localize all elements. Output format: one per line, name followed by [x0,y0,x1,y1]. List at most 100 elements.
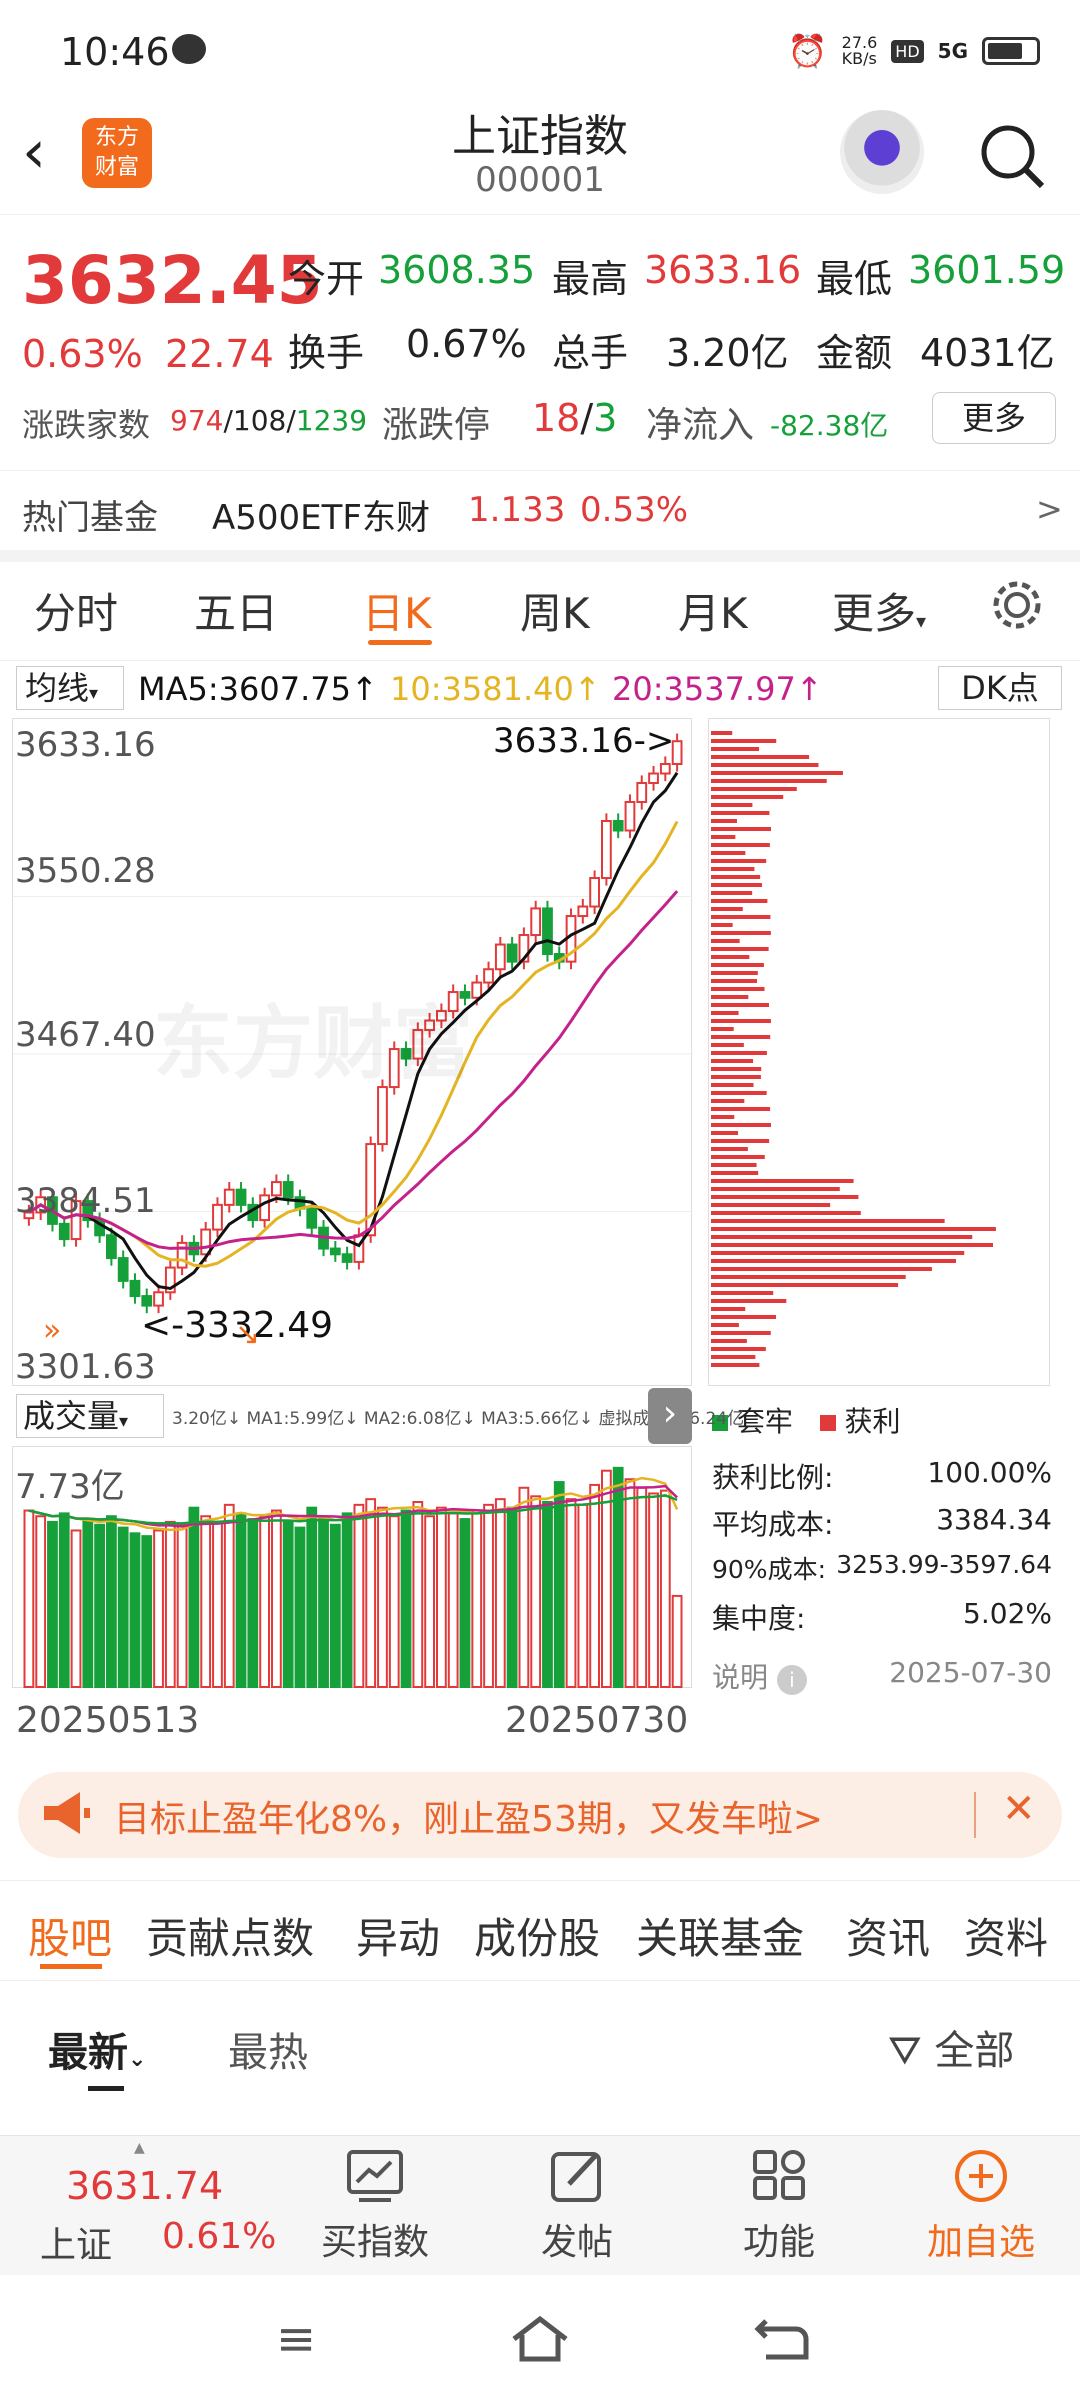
chip-bar [711,923,733,927]
chip-stat-row: 集中度: 5.02% [712,1597,1052,1644]
close-icon[interactable]: ✕ [1002,1786,1036,1832]
assistant-avatar[interactable] [840,110,924,194]
chip-stats: 获利比例: 100.00% 平均成本: 3384.34 90%成本: 3253.99-… [712,1456,1052,1696]
tab-constituents[interactable]: 成份股 [474,1914,601,1963]
volume-bar [58,1512,70,1688]
settings-gear-icon[interactable] [990,578,1044,632]
double-chevron-icon[interactable]: » [43,1313,62,1348]
chip-note[interactable]: 说明 i [712,1656,807,1696]
low-marker: <-3332.49 [141,1305,334,1346]
dk-point-button[interactable]: DK点 [938,666,1062,710]
chip-bar [711,731,733,735]
candle [176,1241,188,1269]
tab-news[interactable]: 资讯 [846,1914,931,1963]
chip-bar [711,1027,734,1031]
chip-bar [711,1019,771,1023]
tab-weekly-k[interactable]: 周K [520,589,590,638]
buy-index-button[interactable]: 买指数 [310,2148,440,2265]
chip-bar [711,1323,739,1327]
volume-bar [282,1520,294,1688]
sort-hot[interactable]: 最热 [228,2030,308,2076]
hot-fund-row[interactable]: 热门基金 A500ETF东财 1.133 0.53% > [0,470,1080,550]
tab-related-funds[interactable]: 关联基金 [636,1914,805,1963]
chip-bar [711,995,749,999]
current-price: 3632.45 [22,242,323,319]
chip-bar [711,939,740,943]
hot-fund-price: 1.133 [468,490,566,530]
tab-intraday[interactable]: 分时 [34,589,119,638]
chip-bar [711,907,743,911]
chip-bar [711,835,736,839]
volume-bar [471,1509,483,1688]
filter-button[interactable]: ⛛ 全部 [888,2018,1014,2076]
ma-selector[interactable]: 均线▾ [16,666,124,710]
volume-bar [636,1486,648,1688]
arrow-down-right-icon[interactable]: ↘ [235,1317,261,1352]
tab-five-day[interactable]: 五日 [194,589,279,638]
footer-index-price[interactable]: 3631.74 [66,2164,224,2208]
chip-bar [711,1011,739,1015]
candle [459,991,471,999]
volume-bar [141,1535,153,1688]
candle [223,1188,235,1206]
chip-bar [711,1275,906,1279]
chip-stat-value: 3253.99-3597.64 [836,1550,1052,1579]
candle [212,1203,223,1231]
chip-bar [711,1155,765,1159]
candle [58,1222,70,1241]
divider [0,660,1080,661]
tab-more[interactable]: 更多▾ [832,580,926,641]
status-right: ⏰ 27.6 KB/s HD 5G [788,32,1040,70]
volume-bar [223,1503,235,1688]
tab-profile[interactable]: 资料 [964,1914,1049,1963]
more-button[interactable]: 更多 [932,392,1056,444]
candle [282,1181,294,1199]
chip-bar [711,1139,770,1143]
volume-bar [601,1469,612,1688]
battery-icon [982,37,1040,65]
chip-bar [711,1355,756,1359]
promo-banner[interactable]: 目标止盈年化8%，刚止盈53期，又发车啦> ✕ [18,1772,1062,1858]
add-watchlist-button[interactable]: 加自选 [906,2148,1056,2265]
chip-stat-row: 平均成本: 3384.34 [712,1503,1052,1550]
chip-distribution[interactable] [708,718,1050,1386]
ma5-text: MA5:3607.75 [138,670,351,708]
volume-selector[interactable]: 成交量▾ [16,1394,164,1438]
kline-chart[interactable]: 东方财富 3633.16 3550.28 3467.40 3384.51 330… [12,718,693,1387]
app-logo[interactable]: 东方 财富 [82,118,152,188]
volume-bar [35,1515,47,1688]
chip-bar [711,1195,859,1199]
chip-bar [711,811,770,815]
home-icon[interactable] [508,2313,572,2365]
tab-contribution[interactable]: 贡献点数 [146,1914,315,1963]
tab-monthly-k[interactable]: 月K [678,589,748,638]
post-button[interactable]: 发帖 [512,2148,642,2265]
chip-bar [711,875,761,879]
sort-latest[interactable]: 最新⌄ [48,2020,146,2078]
chip-bar [711,1163,757,1167]
volume-bar [235,1512,247,1688]
ma10-value: 10:3581.40↑ [390,670,601,708]
tab-daily-k[interactable]: 日K [362,589,432,638]
search-icon[interactable] [976,120,1048,192]
volume-chart[interactable]: 7.73亿 [12,1446,692,1688]
functions-button[interactable]: 功能 [714,2148,844,2265]
limit-up: 18 [532,396,581,440]
candle [259,1194,270,1222]
high-value: 3633.16 [644,248,802,292]
back-icon[interactable]: ‹ [22,117,46,187]
chip-bar [711,1187,840,1191]
collapse-panel-icon[interactable]: › [648,1388,692,1444]
ma10-text: 10:3581.40 [390,670,574,708]
chip-bar [711,1107,771,1111]
ma5-value: MA5:3607.75↑ [138,670,378,708]
wechat-icon [172,34,206,64]
ma20-value: 20:3537.97↑ [612,670,823,708]
back-nav-icon[interactable] [752,2313,812,2365]
chip-stat-value: 5.02% [963,1597,1052,1630]
volume-max-label: 7.73亿 [15,1467,125,1507]
menu-icon[interactable]: ≡ [276,2311,317,2367]
tab-anomaly[interactable]: 异动 [356,1914,441,1963]
tab-guba[interactable]: 股吧 [28,1914,113,1963]
chip-bar [711,771,843,775]
